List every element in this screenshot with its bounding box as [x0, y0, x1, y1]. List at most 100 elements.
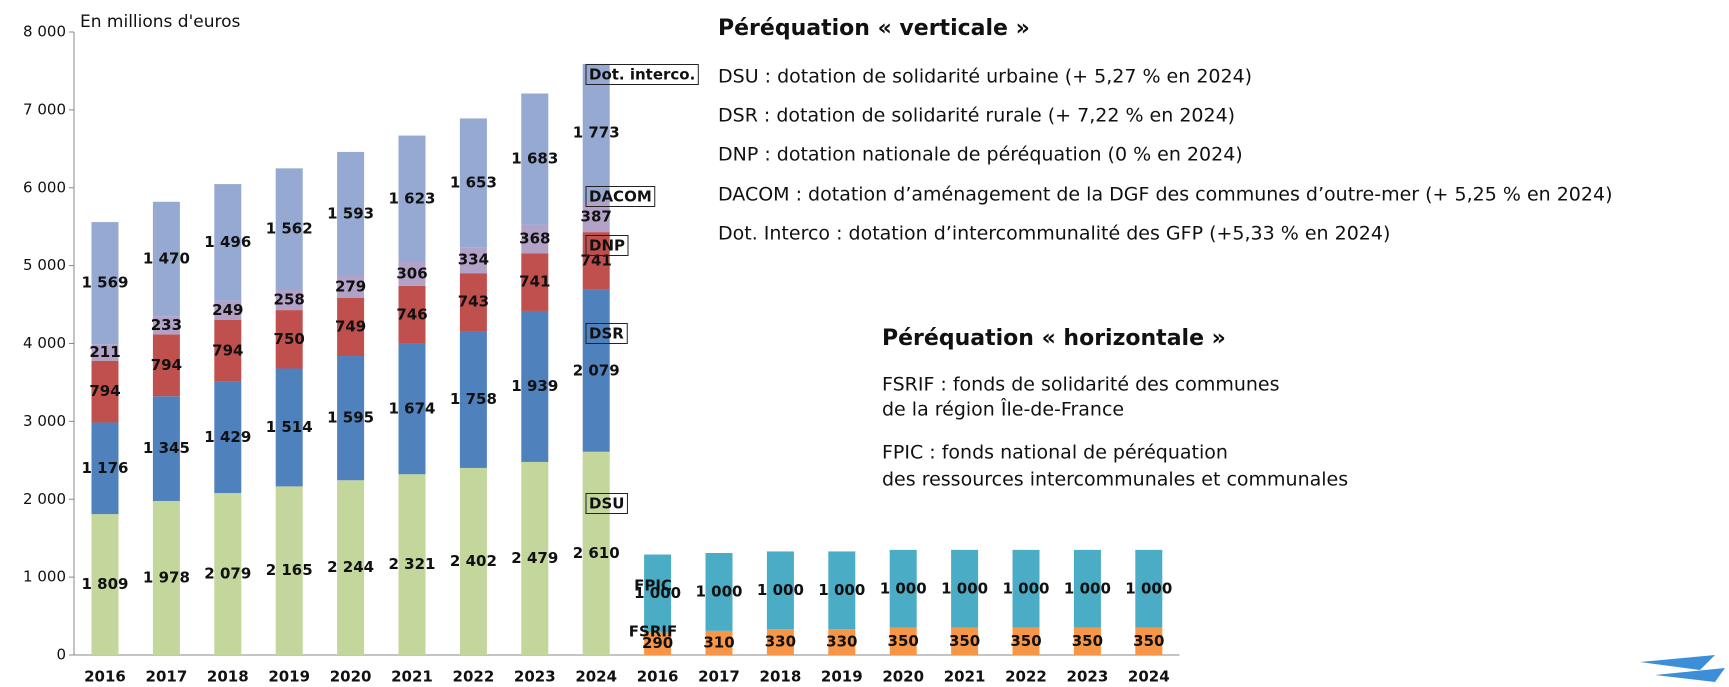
label-box — [585, 235, 629, 256]
series-label: DNP — [589, 237, 625, 255]
x-tick-label: 2020 — [330, 668, 372, 686]
data-label: 1 569 — [82, 274, 129, 292]
data-label: 233 — [151, 316, 182, 334]
data-label: 1 000 — [818, 581, 865, 599]
data-label: 1 758 — [450, 390, 497, 408]
bar-segment — [521, 253, 549, 311]
x-tick-label: 2019 — [268, 668, 310, 686]
note-line: des ressources intercommunales et commun… — [882, 469, 1348, 491]
note-line: DSU : dotation de solidarité urbaine (+ … — [718, 66, 1252, 88]
data-label: 2 079 — [573, 361, 620, 379]
data-label: 1 623 — [389, 189, 436, 207]
x-tick-label: 2024 — [1128, 668, 1170, 686]
bar-segment — [1073, 627, 1101, 655]
y-tick-label: 1 000 — [23, 568, 66, 586]
bar-segment — [214, 184, 242, 301]
data-label: 1 809 — [82, 575, 129, 593]
data-label: 741 — [519, 273, 550, 291]
x-tick-label: 2022 — [453, 668, 495, 686]
data-label: 1 000 — [1064, 579, 1111, 597]
data-label: 310 — [703, 633, 734, 651]
bar-segment — [398, 343, 426, 475]
bar-segment — [1073, 549, 1101, 628]
bar-segment — [889, 627, 917, 655]
bar-segment — [398, 261, 426, 286]
data-label: 2 610 — [573, 544, 620, 562]
label-box — [585, 64, 699, 85]
x-tick-label: 2023 — [514, 668, 556, 686]
x-tick-label: 2020 — [882, 668, 924, 686]
bar-segment — [337, 297, 365, 357]
data-label: 794 — [151, 356, 182, 374]
bar-segment — [337, 151, 365, 276]
bar-segment — [582, 451, 610, 655]
bar-segment — [337, 480, 365, 655]
bar-segment — [521, 461, 549, 655]
data-label: 368 — [519, 229, 550, 247]
x-tick-label: 2022 — [1005, 668, 1047, 686]
data-label: 1 176 — [82, 459, 129, 477]
bar-segment — [152, 500, 180, 655]
data-label: 350 — [949, 632, 980, 650]
bar-segment — [521, 310, 549, 462]
data-label: 2 079 — [204, 565, 251, 583]
data-label: 1 978 — [143, 568, 190, 586]
bar-segment — [275, 289, 303, 311]
data-label: 1 000 — [1003, 579, 1050, 597]
data-label: 1 939 — [511, 377, 558, 395]
data-label: 350 — [1133, 632, 1164, 650]
data-label: 749 — [335, 317, 366, 335]
series-label: FSRIF — [629, 623, 677, 641]
bar-segment — [275, 368, 303, 487]
note-title: Péréquation « horizontale » — [882, 326, 1226, 351]
x-tick-label: 2021 — [944, 668, 986, 686]
y-tick-label: 6 000 — [23, 178, 66, 196]
data-label: 1 593 — [327, 204, 374, 222]
bar-segment — [459, 273, 487, 332]
data-label: 2 479 — [511, 549, 558, 567]
bar-segment — [91, 514, 119, 655]
bar-segment — [1012, 549, 1040, 628]
y-tick-label: 8 000 — [23, 23, 66, 41]
data-label: 330 — [765, 633, 796, 651]
note-line: de la région Île-de-France — [882, 398, 1124, 421]
note-line: FSRIF : fonds de solidarité des communes — [882, 374, 1280, 396]
bar-segment — [214, 381, 242, 494]
note-line: Dot. Interco : dotation d’intercommunali… — [718, 223, 1390, 245]
data-label: 1 000 — [634, 584, 681, 602]
bar-segment — [91, 422, 119, 515]
bar-segment — [1135, 549, 1163, 628]
bar-segment — [951, 627, 979, 655]
data-label: 306 — [396, 264, 427, 282]
data-label: 350 — [1010, 632, 1041, 650]
bar-segment — [951, 549, 979, 628]
data-label: 1 000 — [696, 582, 743, 600]
label-box — [585, 493, 628, 514]
bar-segment — [275, 310, 303, 369]
bar-segment — [828, 551, 856, 630]
data-label: 350 — [888, 632, 919, 650]
bar-segment — [459, 331, 487, 468]
x-tick-label: 2017 — [146, 668, 188, 686]
bar-segment — [828, 629, 856, 655]
data-label: 1 000 — [1125, 579, 1172, 597]
data-label: 1 470 — [143, 250, 190, 268]
data-label: 750 — [274, 330, 305, 348]
bar-segment — [644, 632, 672, 655]
y-tick-label: 3 000 — [23, 412, 66, 430]
bar-segment — [521, 224, 549, 254]
bar-segment — [214, 493, 242, 655]
x-tick-label: 2018 — [207, 668, 249, 686]
data-label: 211 — [89, 343, 120, 361]
note-line: DSR : dotation de solidarité rurale (+ 7… — [718, 105, 1235, 127]
data-label: 387 — [581, 208, 612, 226]
bar-segment — [766, 551, 794, 630]
data-label: 794 — [212, 341, 243, 359]
data-label: 743 — [458, 293, 489, 311]
data-label: 1 683 — [511, 150, 558, 168]
label-box — [585, 186, 656, 207]
note-line: FPIC : fonds national de péréquation — [882, 442, 1228, 464]
bar-segment — [1135, 627, 1163, 655]
bar-segment — [644, 554, 672, 633]
